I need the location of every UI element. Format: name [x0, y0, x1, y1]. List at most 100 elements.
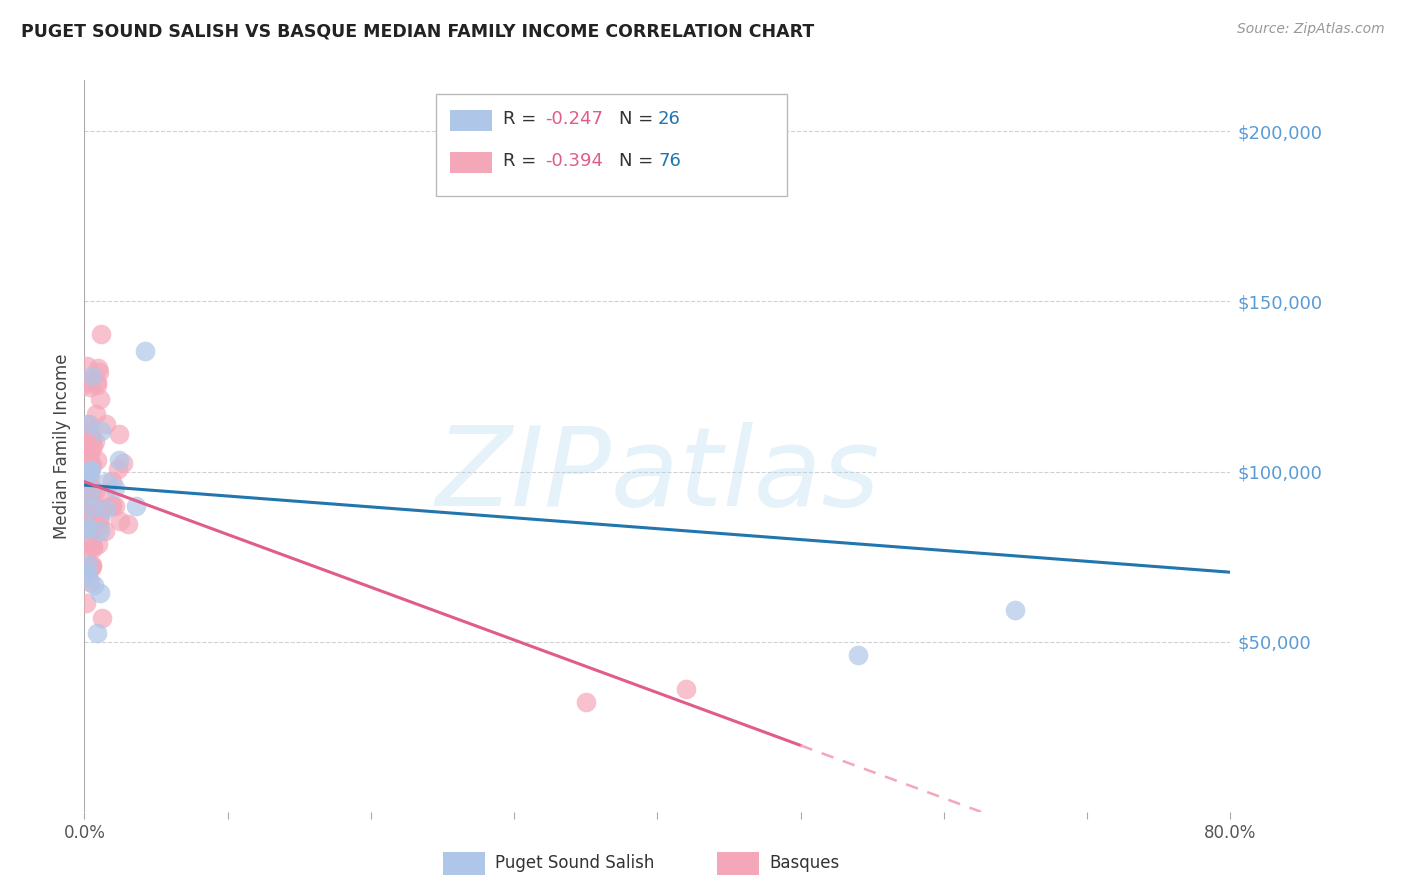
- Y-axis label: Median Family Income: Median Family Income: [53, 353, 72, 539]
- Point: [82, 439, 104, 453]
- Point: [83, 501, 105, 516]
- Point: [87, 518, 110, 533]
- Point: [75, 500, 97, 514]
- Text: N =: N =: [619, 110, 658, 128]
- Point: [94, 486, 117, 500]
- Point: [87, 509, 110, 524]
- Point: [104, 499, 127, 513]
- Point: [82, 539, 104, 553]
- Point: [80, 457, 103, 471]
- Point: [101, 500, 124, 514]
- Point: [80, 427, 103, 442]
- Point: [101, 498, 124, 512]
- Point: [79, 469, 101, 483]
- Point: [77, 374, 100, 388]
- Point: [82, 541, 104, 555]
- Point: [1004, 603, 1026, 617]
- Point: [100, 474, 122, 488]
- Point: [80, 483, 103, 497]
- Point: [80, 432, 103, 446]
- Point: [75, 463, 97, 477]
- Point: [82, 558, 104, 573]
- Point: [76, 519, 98, 533]
- Point: [107, 426, 129, 441]
- Point: [87, 364, 110, 378]
- Text: Source: ZipAtlas.com: Source: ZipAtlas.com: [1237, 22, 1385, 37]
- Point: [75, 432, 97, 446]
- Point: [89, 524, 111, 539]
- Point: [675, 681, 697, 696]
- Point: [87, 360, 110, 375]
- Point: [82, 522, 104, 536]
- Point: [79, 523, 101, 537]
- Point: [82, 432, 104, 446]
- Point: [77, 417, 100, 432]
- Text: Basques: Basques: [769, 855, 839, 872]
- Point: [80, 444, 103, 458]
- Point: [75, 516, 97, 530]
- Point: [79, 561, 101, 575]
- Point: [77, 558, 100, 572]
- Point: [75, 547, 97, 561]
- Point: [76, 453, 98, 467]
- Point: [86, 452, 108, 467]
- Point: [90, 327, 112, 342]
- Point: [75, 500, 97, 515]
- Point: [75, 596, 97, 610]
- Point: [76, 470, 98, 484]
- Point: [80, 483, 103, 498]
- Point: [94, 524, 117, 539]
- Point: [82, 558, 104, 572]
- Point: [125, 499, 148, 513]
- Point: [75, 565, 97, 579]
- Point: [77, 467, 100, 482]
- Text: -0.394: -0.394: [546, 152, 603, 169]
- Point: [80, 458, 103, 472]
- Point: [94, 501, 117, 516]
- Point: [846, 648, 869, 662]
- Point: [84, 407, 107, 421]
- Point: [79, 463, 101, 477]
- Point: [89, 511, 111, 525]
- Point: [86, 537, 108, 551]
- Point: [76, 466, 98, 480]
- Point: [76, 448, 98, 462]
- Point: [89, 586, 111, 600]
- Point: [90, 424, 112, 438]
- Point: [75, 474, 97, 488]
- Text: R =: R =: [503, 152, 543, 169]
- Point: [79, 497, 101, 511]
- Point: [82, 498, 104, 512]
- Point: [83, 434, 105, 448]
- Point: [111, 456, 134, 470]
- Point: [76, 438, 98, 452]
- Point: [94, 417, 117, 431]
- Point: [83, 483, 105, 498]
- Point: [77, 496, 100, 510]
- Text: -0.247: -0.247: [546, 110, 603, 128]
- Point: [79, 574, 101, 589]
- Point: [86, 377, 108, 392]
- Point: [83, 578, 105, 592]
- Point: [108, 515, 131, 529]
- Point: [575, 695, 598, 709]
- Point: [75, 377, 97, 392]
- Point: [91, 500, 114, 515]
- Point: [76, 423, 98, 437]
- Point: [76, 570, 98, 584]
- Point: [86, 625, 108, 640]
- Point: [108, 452, 131, 467]
- Point: [79, 464, 101, 478]
- Point: [75, 523, 97, 537]
- Point: [76, 359, 98, 373]
- Point: [86, 376, 108, 390]
- Point: [96, 475, 118, 489]
- Point: [79, 477, 101, 491]
- Text: 76: 76: [658, 152, 681, 169]
- Point: [76, 417, 98, 431]
- Text: Puget Sound Salish: Puget Sound Salish: [495, 855, 654, 872]
- Point: [90, 611, 112, 625]
- Point: [79, 451, 101, 466]
- Point: [104, 482, 127, 496]
- Point: [79, 380, 101, 394]
